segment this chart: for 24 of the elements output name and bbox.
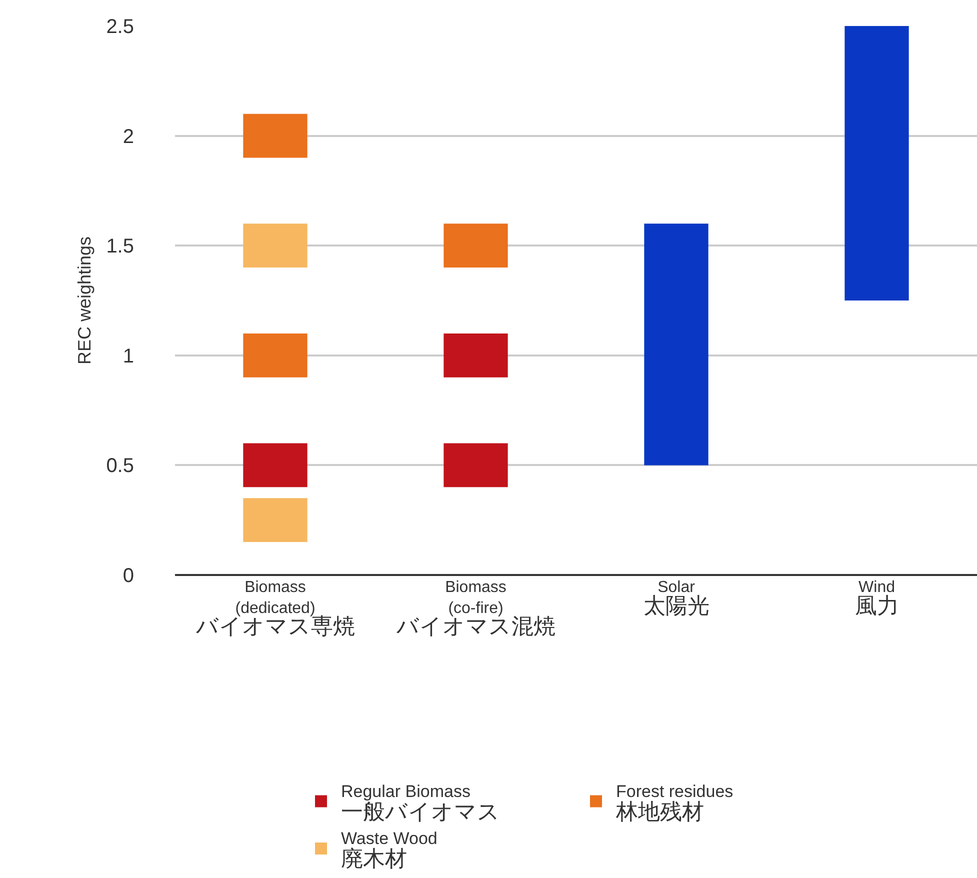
x-tick-label: Biomass (co-fire) バイオマス混焼 [395, 579, 556, 639]
bar [243, 333, 308, 378]
y-tick-label: 0.5 [106, 455, 134, 478]
bar [444, 443, 508, 488]
bar [243, 224, 308, 268]
x-tick-label: Biomass (dedicated) バイオマス専焼 [194, 579, 355, 639]
y-tick-label: 2.5 [106, 16, 134, 38]
y-axis-title: REC weightings [74, 236, 94, 365]
y-tick-label: 1 [122, 345, 134, 368]
bar [444, 333, 508, 378]
legend-label: Waste Wood 廃木材 [341, 829, 438, 872]
y-tick-label: 0 [122, 565, 134, 587]
y-tick-label: 1.5 [106, 236, 134, 258]
bar [644, 224, 708, 466]
x-tick-label: Wind 風力 [854, 579, 899, 618]
legend-label: Forest residues 林地残材 [615, 782, 734, 824]
bar [844, 26, 909, 300]
legend-label: Regular Biomass 一般バイオマス [341, 782, 500, 824]
bar [444, 224, 508, 268]
bar [243, 114, 308, 158]
y-tick-label: 2 [122, 126, 134, 148]
bar [243, 443, 308, 488]
bar [243, 498, 308, 542]
x-tick-label: Solar 太陽光 [643, 579, 710, 618]
